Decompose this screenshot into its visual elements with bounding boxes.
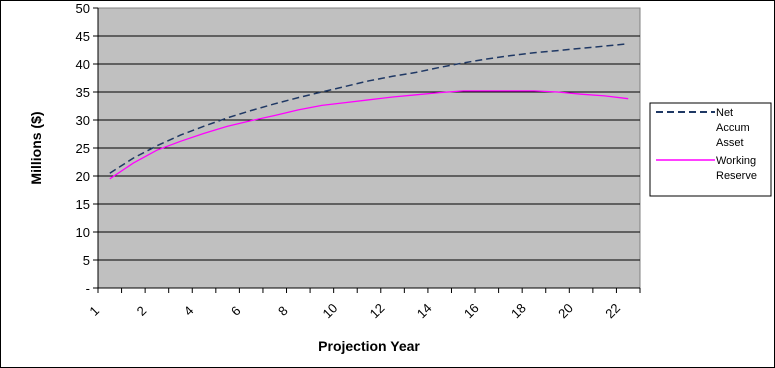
x-tick-label: 4 [181,303,197,319]
y-tick-label: 10 [76,225,90,240]
x-tick-label: 12 [367,300,388,321]
x-tick-label: 2 [134,303,150,319]
x-tick-label: 16 [461,300,482,321]
series-lines [109,43,629,180]
x-tick-label: 6 [228,303,244,319]
x-tick-label: 8 [275,303,291,319]
x-tick-label: 14 [414,300,435,321]
legend-label-working-reserve-line-1: Working [716,155,756,167]
legend: Net Accum Asset Working Reserve [649,102,772,197]
y-tick-label: 20 [76,169,90,184]
legend-label-net-accum-asset-line-3: Asset [716,137,744,149]
y-tick-label: 5 [83,253,90,268]
y-tick-label: 35 [76,85,90,100]
y-tick-label: 15 [76,197,90,212]
y-tick-label: - [86,281,90,296]
y-axis-title: Millions ($) [28,111,44,184]
legend-label-net-accum-asset-line-2: Accum [716,122,750,134]
x-tick-label: 10 [320,300,341,321]
x-tick-label: 1 [86,303,102,319]
legend-box [649,102,772,197]
y-tick-label: 45 [76,29,90,44]
y-tick-label: 50 [76,1,90,16]
series-line-0 [109,43,629,174]
y-tick-label: 30 [76,113,90,128]
y-tick-label: 25 [76,141,90,156]
legend-label-working-reserve-line-2: Reserve [716,170,757,182]
x-tick-label: 22 [602,300,623,321]
x-tick-label: 20 [555,300,576,321]
y-axis-ticks: - 5 10 15 20 25 30 35 40 45 50 [76,1,98,296]
legend-label-net-accum-asset-line-1: Net [716,107,733,119]
x-axis-title: Projection Year [318,338,420,354]
x-tick-label: 18 [508,300,529,321]
x-axis-ticks: 1 2 4 6 8 10 12 14 16 18 20 22 [86,288,641,321]
series-line-1 [109,90,629,180]
y-tick-label: 40 [76,57,90,72]
gridlines [98,35,640,261]
